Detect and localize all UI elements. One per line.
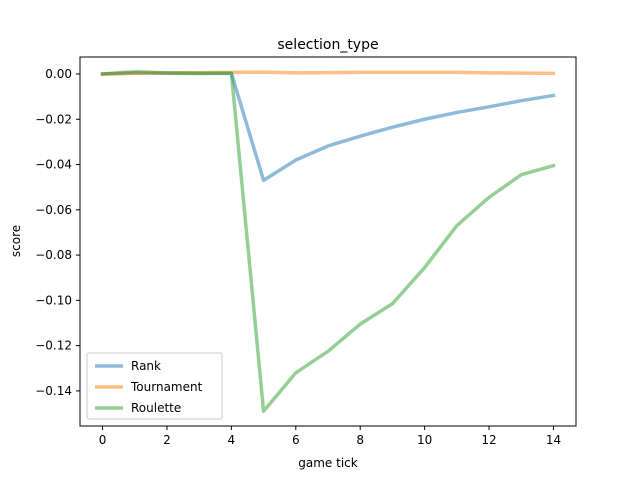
x-tick-label: 6 [292,433,300,447]
y-tick-label: −0.08 [35,248,72,262]
y-tick-label: −0.14 [35,384,72,398]
y-tick-label: 0.00 [45,67,72,81]
plot-frame [79,56,577,427]
legend-label-rank: Rank [131,359,161,373]
x-tick-label: 10 [417,433,432,447]
x-tick-label: 2 [163,433,171,447]
y-tick-label: −0.02 [35,112,72,126]
y-tick-label: −0.12 [35,339,72,353]
y-tick-label: −0.04 [35,158,72,172]
legend-box [86,352,223,420]
x-axis-label: game tick [298,456,357,470]
legend-label-roulette: Roulette [131,401,181,415]
series-line-roulette [100,69,556,414]
x-tick-label: 8 [356,433,364,447]
x-axis: 0 2 4 6 8 10 12 14 [99,426,561,447]
y-tick-label: −0.10 [35,293,72,307]
legend-label-tournament: Tournament [130,380,203,394]
x-tick-label: 12 [481,433,496,447]
legend: Rank Tournament Roulette [86,352,223,420]
x-tick-label: 4 [228,433,236,447]
x-tick-label: 0 [99,433,107,447]
chart-title: selection_type [277,37,378,53]
x-tick-label: 14 [546,433,561,447]
y-axis-label: score [9,225,23,257]
series-lines [100,69,556,414]
y-tick-label: −0.06 [35,203,72,217]
y-axis: 0.00 −0.02 −0.04 −0.06 −0.08 −0.10 −0.12 −0.14 [35,67,80,398]
